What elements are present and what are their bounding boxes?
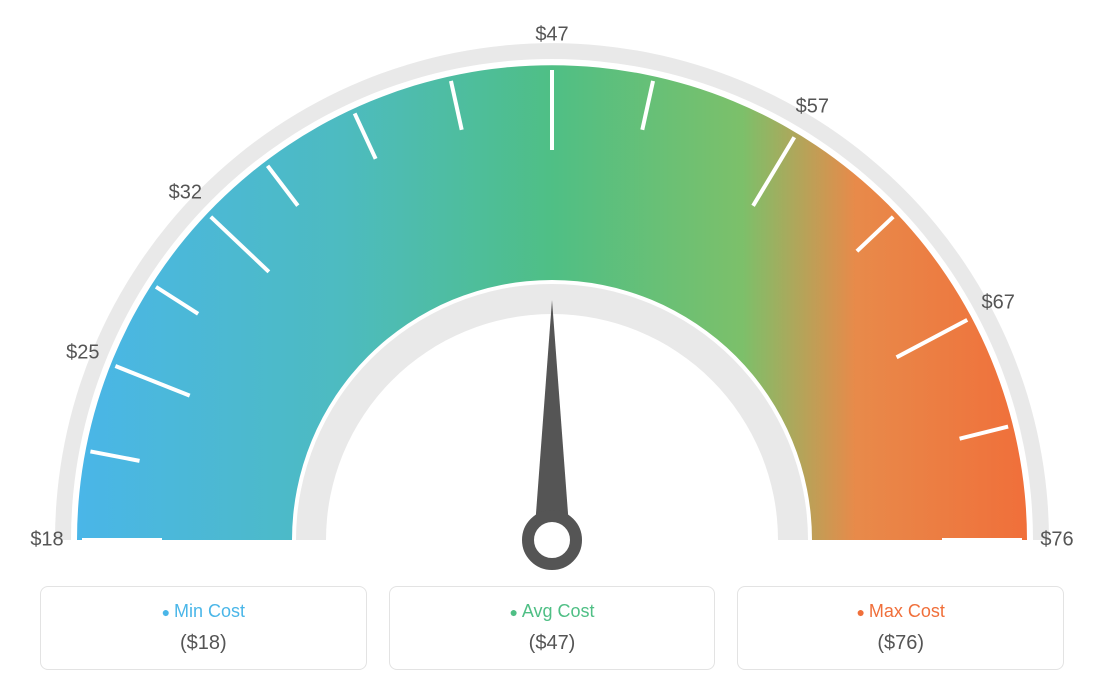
- cost-gauge-chart: Min Cost ($18) Avg Cost ($47) Max Cost (…: [0, 0, 1104, 690]
- gauge-tick-label: $32: [169, 181, 202, 204]
- gauge-svg: [0, 0, 1104, 570]
- gauge-tick-label: $18: [30, 529, 63, 552]
- legend-max-card: Max Cost ($76): [737, 586, 1064, 670]
- legend-avg-value: ($47): [400, 632, 705, 655]
- legend-row: Min Cost ($18) Avg Cost ($47) Max Cost (…: [40, 586, 1064, 670]
- legend-min-value: ($18): [51, 632, 356, 655]
- legend-max-value: ($76): [748, 632, 1053, 655]
- legend-min-label: Min Cost: [51, 601, 356, 622]
- gauge-tick-label: $76: [1040, 529, 1073, 552]
- gauge-needle: [534, 300, 570, 540]
- gauge-tick-label: $67: [981, 292, 1014, 315]
- legend-avg-label: Avg Cost: [400, 601, 705, 622]
- legend-avg-card: Avg Cost ($47): [389, 586, 716, 670]
- legend-min-card: Min Cost ($18): [40, 586, 367, 670]
- legend-max-label: Max Cost: [748, 601, 1053, 622]
- gauge-hub: [528, 516, 576, 564]
- gauge-tick-label: $25: [66, 342, 99, 365]
- gauge-tick-label: $47: [535, 24, 568, 47]
- gauge-tick-label: $57: [796, 96, 829, 119]
